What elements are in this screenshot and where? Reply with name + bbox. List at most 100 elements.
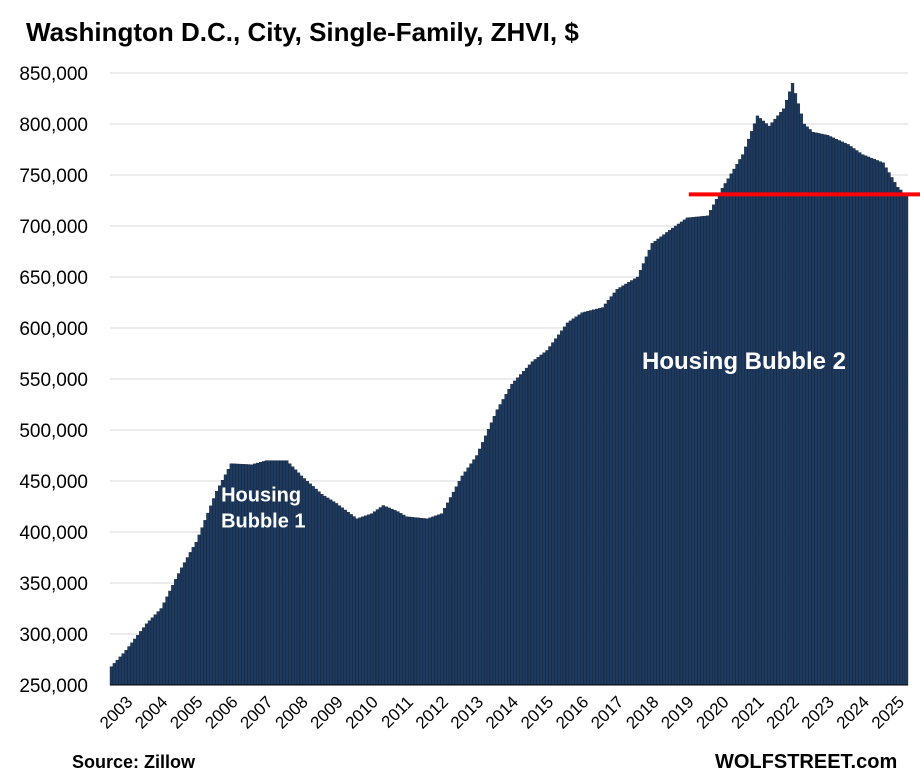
bar <box>890 177 894 686</box>
bar <box>592 309 596 686</box>
bar <box>431 516 435 686</box>
bar <box>671 227 675 686</box>
bar <box>697 216 701 686</box>
bar <box>884 167 888 686</box>
bar <box>711 204 716 686</box>
bar <box>659 236 663 686</box>
bar <box>665 232 669 686</box>
bar <box>755 115 760 686</box>
bar <box>191 547 195 686</box>
bar <box>115 659 119 686</box>
bar <box>352 516 356 686</box>
bar <box>361 516 365 686</box>
bar <box>516 377 520 686</box>
annotation-label: Housing <box>221 484 301 506</box>
bar <box>507 389 511 686</box>
bar <box>428 517 432 686</box>
bar <box>749 131 754 686</box>
bar <box>308 483 312 686</box>
bar <box>331 501 336 686</box>
bar <box>881 162 885 686</box>
bar <box>723 183 727 686</box>
bar <box>162 602 166 686</box>
bar <box>709 210 713 686</box>
bar <box>124 650 128 686</box>
bar <box>150 617 155 686</box>
bar <box>875 160 879 686</box>
bar <box>448 497 453 686</box>
bar <box>785 100 789 686</box>
bar <box>320 494 324 686</box>
bar <box>393 510 397 686</box>
bar <box>179 567 184 686</box>
bar <box>738 159 742 686</box>
bar <box>557 334 561 686</box>
bar <box>802 123 806 686</box>
source-label: Source: Zillow <box>72 752 196 772</box>
x-tick-label: 2017 <box>587 692 627 732</box>
bar <box>776 115 780 686</box>
bar <box>843 142 847 686</box>
bar <box>831 137 836 686</box>
bar <box>565 322 570 686</box>
bar <box>410 517 415 686</box>
bar <box>378 507 383 686</box>
bar <box>779 111 783 686</box>
bar <box>846 144 850 686</box>
x-tick-label: 2020 <box>692 692 732 732</box>
x-tick-label: 2004 <box>131 692 171 732</box>
y-tick-label: 500,000 <box>19 421 88 442</box>
x-tick-label: 2009 <box>307 692 347 732</box>
bar <box>171 585 175 686</box>
y-tick-label: 250,000 <box>19 676 88 697</box>
bar <box>422 518 426 686</box>
bar <box>182 562 187 686</box>
bar <box>770 122 774 686</box>
x-tick-label: 2022 <box>763 692 803 732</box>
bar <box>109 666 114 686</box>
bar <box>367 514 371 686</box>
bar <box>402 514 406 686</box>
bar <box>346 512 350 686</box>
bar <box>764 123 768 686</box>
bar <box>618 287 622 686</box>
bar <box>597 308 602 686</box>
bar <box>542 352 546 686</box>
bar <box>849 146 853 686</box>
bar <box>483 435 488 686</box>
bar <box>326 497 330 686</box>
bar <box>369 513 374 686</box>
y-tick-label: 750,000 <box>19 166 88 187</box>
bars <box>109 83 909 686</box>
bar <box>159 608 163 686</box>
bar <box>700 216 704 686</box>
x-tick-label: 2013 <box>447 692 487 732</box>
bar <box>147 620 152 686</box>
bar <box>595 308 599 686</box>
bar <box>720 188 725 686</box>
y-tick-label: 350,000 <box>19 574 88 595</box>
bar <box>545 350 549 686</box>
bar <box>419 517 423 686</box>
bar <box>329 499 333 686</box>
bar <box>773 118 777 686</box>
bar <box>130 642 134 686</box>
bar <box>475 455 479 686</box>
bar <box>644 256 649 686</box>
bar <box>878 161 882 686</box>
bar <box>703 215 707 686</box>
y-tick-label: 600,000 <box>19 319 88 340</box>
bar <box>893 182 897 686</box>
bar <box>904 195 909 686</box>
bar <box>206 512 210 686</box>
y-axis-ticks: 850,000 800,000 750,000 700,000 650,000 600,0… <box>19 64 88 697</box>
bar <box>840 141 844 686</box>
bar <box>495 409 499 686</box>
y-tick-label: 550,000 <box>19 370 88 391</box>
bar <box>861 154 865 686</box>
x-tick-label: 2012 <box>412 692 452 732</box>
bar <box>580 312 584 686</box>
bar <box>381 505 385 686</box>
bar <box>887 172 891 686</box>
